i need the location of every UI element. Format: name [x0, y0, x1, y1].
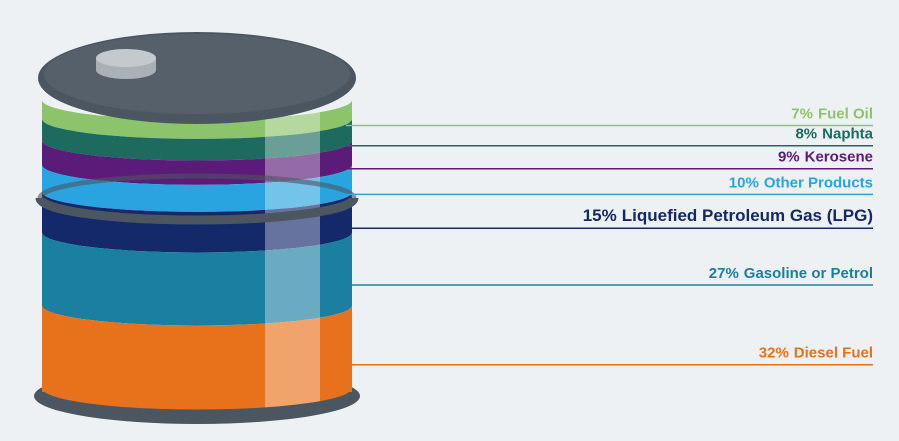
- layer-label: 15% Liquefied Petroleum Gas (LPG): [583, 206, 873, 225]
- barrel-layer: [42, 140, 352, 185]
- series-name: Other Products: [764, 174, 873, 191]
- layer-label: 10% Other Products: [729, 174, 873, 191]
- series-name: Kerosene: [805, 149, 873, 166]
- barrel-layer: [42, 164, 352, 212]
- value-label: 15%: [583, 206, 617, 225]
- barrel-layer: [42, 118, 352, 161]
- series-name: Fuel Oil: [818, 105, 873, 122]
- layer-label: 27% Gasoline or Petrol: [709, 265, 873, 282]
- barrel-cap: [96, 49, 156, 67]
- layer-label: 8% Naphta: [795, 126, 873, 143]
- value-label: 8%: [795, 126, 817, 143]
- series-name: Liquefied Petroleum Gas (LPG): [622, 206, 873, 225]
- value-label: 10%: [729, 174, 759, 191]
- series-name: Naphta: [822, 126, 873, 143]
- series-name: Gasoline or Petrol: [744, 265, 873, 282]
- barrel-ring: [35, 390, 359, 419]
- barrel-layer: [42, 232, 352, 326]
- value-label: 9%: [778, 149, 800, 166]
- barrel: [34, 32, 360, 424]
- series-name: Diesel Fuel: [794, 345, 873, 362]
- layer-label: 32% Diesel Fuel: [759, 345, 873, 362]
- layer-label: 7% Fuel Oil: [791, 105, 873, 122]
- value-label: 32%: [759, 345, 789, 362]
- value-label: 27%: [709, 265, 739, 282]
- barrel-layer: [42, 305, 352, 412]
- barrel-layer: [42, 100, 352, 139]
- barrel-ring-back: [37, 173, 357, 199]
- layer-label: 9% Kerosene: [778, 149, 873, 166]
- value-label: 7%: [791, 105, 813, 122]
- highlight: [265, 112, 320, 411]
- barrel-lid: [44, 34, 350, 114]
- barrel-ring: [35, 196, 359, 225]
